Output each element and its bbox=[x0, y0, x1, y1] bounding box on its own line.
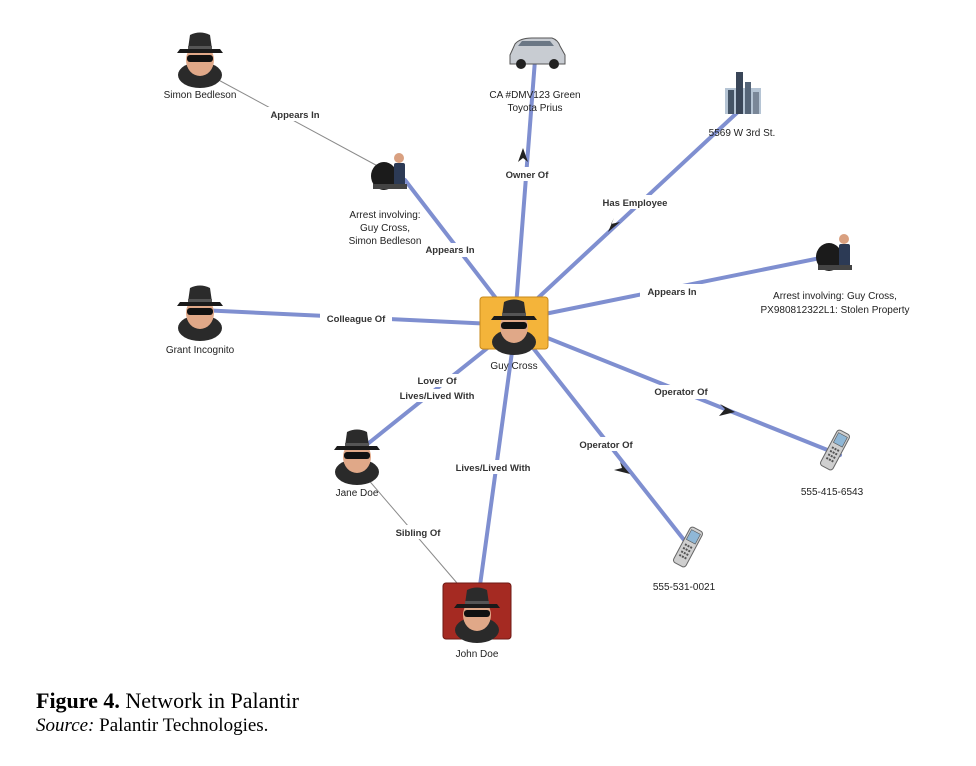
arrow-owner-of bbox=[518, 148, 528, 162]
arrow-has-employee bbox=[608, 218, 620, 232]
arrest-icon bbox=[371, 153, 407, 190]
edge-label-simon-arrest: Appears In bbox=[270, 110, 319, 121]
edge-labels: Appears In Appears In Owner Of Has Emplo… bbox=[262, 107, 716, 539]
edge-label-arrest-guy: Appears In bbox=[425, 245, 474, 256]
node-phone1[interactable]: 555-415-6543 bbox=[801, 428, 864, 498]
node-john[interactable]: John Doe bbox=[442, 582, 512, 660]
node-label-arrest2-line1: Arrest involving: Guy Cross, bbox=[773, 291, 897, 302]
node-label-jane: Jane Doe bbox=[336, 488, 379, 499]
arrow-operator2 bbox=[614, 462, 630, 474]
edge-label-operator2: Operator Of bbox=[579, 440, 633, 451]
caption-figure-number: Figure 4. bbox=[36, 688, 120, 713]
arrest-icon bbox=[816, 234, 852, 271]
edge-label-owner-of: Owner Of bbox=[506, 170, 550, 181]
spy-icon bbox=[177, 285, 223, 341]
edge-address-guy[interactable] bbox=[523, 108, 742, 312]
node-label-car-line2: Toyota Prius bbox=[507, 103, 562, 114]
node-label-address: 5569 W 3rd St. bbox=[709, 128, 776, 139]
edge-label-lives-with-john: Lives/Lived With bbox=[456, 463, 531, 474]
node-label-simon: Simon Bedleson bbox=[164, 90, 237, 101]
node-label-grant: Grant Incognito bbox=[166, 345, 235, 356]
node-car[interactable]: CA #DMV123 Green Toyota Prius bbox=[489, 37, 581, 114]
node-simon[interactable]: Simon Bedleson bbox=[164, 32, 237, 102]
node-label-arrest2-line2: PX980812322L1: Stolen Property bbox=[761, 305, 910, 316]
node-label-car-line1: CA #DMV123 Green bbox=[489, 90, 580, 101]
caption-title: Network in Palantir bbox=[119, 688, 299, 713]
node-jane[interactable]: Jane Doe bbox=[334, 429, 380, 500]
node-label-arrest1-line2: Guy Cross, bbox=[360, 223, 410, 234]
node-phone2[interactable]: 555-531-0021 bbox=[653, 525, 716, 593]
edge-label-colleague: Colleague Of bbox=[327, 314, 386, 325]
arrow-operator1 bbox=[719, 404, 735, 416]
spy-icon bbox=[177, 32, 223, 88]
network-diagram: Appears In Appears In Owner Of Has Emplo… bbox=[164, 32, 910, 660]
caption-source-label: Source: bbox=[36, 715, 95, 736]
edge-guy-phone2[interactable] bbox=[513, 323, 690, 547]
node-grant[interactable]: Grant Incognito bbox=[166, 285, 235, 357]
edge-label-lives-with-jane: Lives/Lived With bbox=[400, 391, 475, 402]
edge-label-arrest2-guy: Appears In bbox=[647, 287, 696, 298]
caption-source: Palantir Technologies. bbox=[94, 715, 269, 736]
edge-label-operator1: Operator Of bbox=[654, 387, 708, 398]
node-arrest1[interactable]: Arrest involving: Guy Cross, Simon Bedle… bbox=[349, 153, 422, 247]
node-guy[interactable]: Guy Cross bbox=[479, 296, 549, 372]
car-icon bbox=[509, 37, 566, 69]
node-address[interactable]: 5569 W 3rd St. bbox=[709, 72, 776, 139]
caption-source-line: Source: Palantir Technologies. bbox=[36, 714, 299, 738]
edge-label-lover: Lover Of bbox=[417, 376, 457, 387]
building-icon bbox=[725, 72, 761, 114]
node-label-phone2: 555-531-0021 bbox=[653, 582, 716, 593]
node-arrest2[interactable]: Arrest involving: Guy Cross, PX980812322… bbox=[761, 234, 910, 316]
node-label-john: John Doe bbox=[456, 649, 499, 660]
node-label-arrest1-line1: Arrest involving: bbox=[349, 210, 420, 221]
edge-label-has-employee: Has Employee bbox=[603, 198, 668, 209]
node-label-phone1: 555-415-6543 bbox=[801, 487, 864, 498]
node-label-arrest1-line3: Simon Bedleson bbox=[349, 236, 422, 247]
figure-caption: Figure 4. Network in Palantir Source: Pa… bbox=[36, 688, 299, 738]
caption-title-line: Figure 4. Network in Palantir bbox=[36, 688, 299, 714]
edge-car-guy[interactable] bbox=[513, 58, 537, 322]
node-label-guy: Guy Cross bbox=[490, 361, 537, 372]
edge-label-sibling: Sibling Of bbox=[396, 528, 442, 539]
